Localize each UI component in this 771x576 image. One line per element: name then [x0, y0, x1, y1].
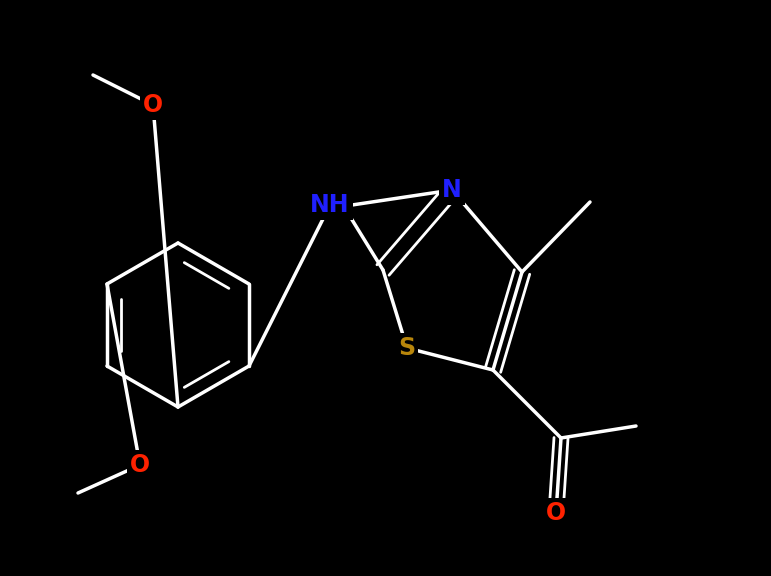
Text: NH: NH — [310, 193, 350, 217]
Text: S: S — [399, 336, 416, 360]
Text: O: O — [143, 93, 163, 117]
Text: N: N — [442, 178, 462, 202]
Text: O: O — [546, 501, 566, 525]
Text: O: O — [130, 453, 150, 477]
